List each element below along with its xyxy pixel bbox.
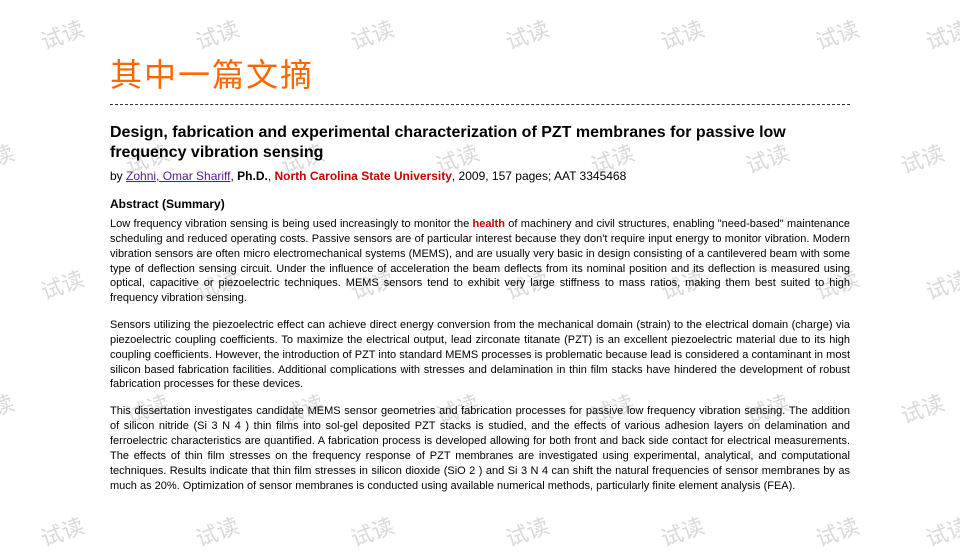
author-link[interactable]: Zohni, Omar Shariff xyxy=(126,169,230,183)
page-title: 其中一篇文摘 xyxy=(110,50,850,96)
para1-b: of machinery and civil structures, enabl… xyxy=(110,218,850,304)
abstract-para-1: Low frequency vibration sensing is being… xyxy=(110,217,850,306)
article-title: Design, fabrication and experimental cha… xyxy=(110,123,850,163)
university: North Carolina State University xyxy=(275,169,452,183)
degree: Ph.D. xyxy=(237,169,268,183)
byline-tail: , 2009, 157 pages; AAT 3345468 xyxy=(452,169,626,183)
abstract-para-2: Sensors utilizing the piezoelectric effe… xyxy=(110,318,850,392)
byline-sep: , xyxy=(268,169,275,183)
abstract-para-3: This dissertation investigates candidate… xyxy=(110,404,850,493)
keyword-health: health xyxy=(473,218,505,230)
content-area: 其中一篇文摘 Design, fabrication and experimen… xyxy=(0,0,960,525)
byline-prefix: by xyxy=(110,169,126,183)
para1-a: Low frequency vibration sensing is being… xyxy=(110,218,473,230)
dashed-divider xyxy=(110,104,850,105)
abstract-heading: Abstract (Summary) xyxy=(110,197,850,211)
byline: by Zohni, Omar Shariff, Ph.D., North Car… xyxy=(110,169,850,183)
